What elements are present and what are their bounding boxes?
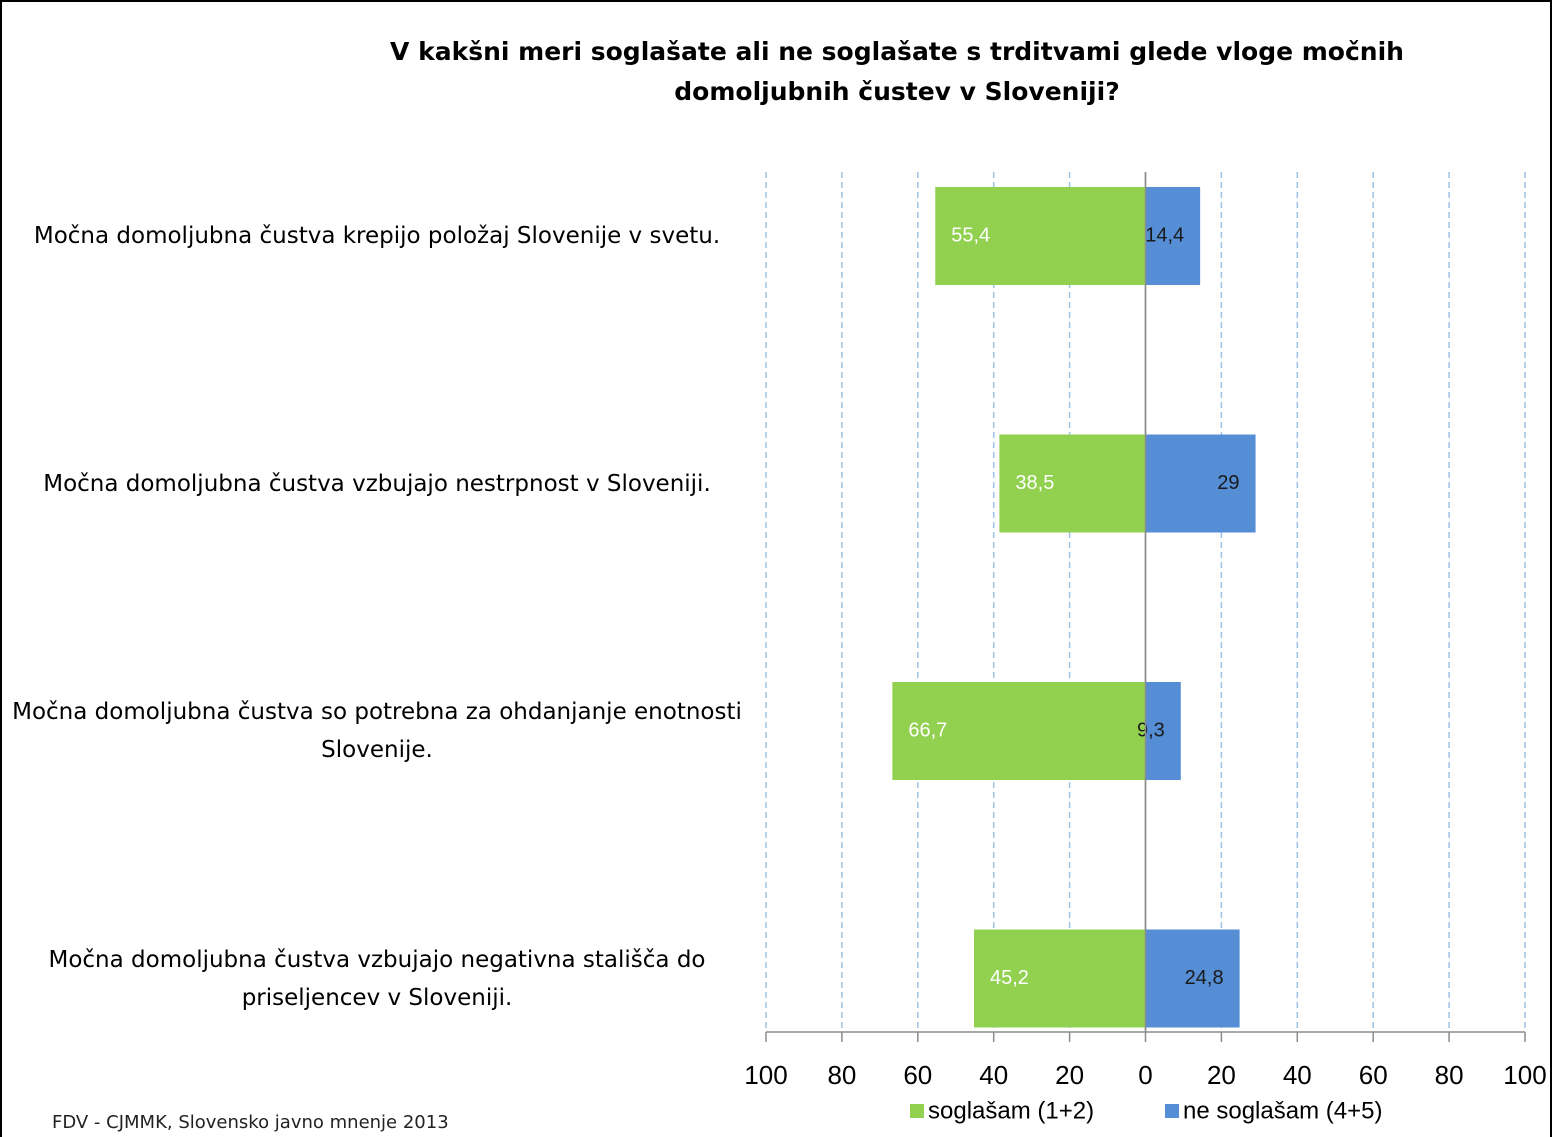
data-label: 66,7 <box>908 719 947 741</box>
category-label: Močna domoljubna čustva vzbujajo nestrpn… <box>43 470 711 497</box>
x-tick-label: 20 <box>1207 1060 1236 1090</box>
legend-label: ne soglašam (4+5) <box>1183 1097 1382 1124</box>
x-tick-label: 0 <box>1138 1060 1152 1090</box>
data-label: 55,4 <box>951 224 990 246</box>
x-tick-label: 20 <box>1055 1060 1084 1090</box>
source-note: FDV - CJMMK, Slovensko javno mnenje 2013 <box>52 1112 449 1133</box>
bar <box>1145 187 1201 285</box>
bar <box>935 187 1146 285</box>
x-tick-label: 80 <box>1435 1060 1464 1090</box>
bar <box>999 434 1146 533</box>
bar <box>1145 434 1256 533</box>
category-label: Močna domoljubna čustva so potrebna za o… <box>12 699 742 763</box>
data-label: 45,2 <box>990 967 1029 989</box>
x-tick-label: 60 <box>903 1060 932 1090</box>
bar <box>892 682 1146 780</box>
data-label: 24,8 <box>1185 967 1224 989</box>
x-tick-label: 40 <box>979 1060 1008 1090</box>
x-tick-label: 100 <box>1503 1060 1546 1090</box>
data-label: 38,5 <box>1015 472 1054 494</box>
legend-swatch <box>910 1104 924 1118</box>
chart-title: V kakšni meri soglašate ali ne soglašate… <box>390 37 1404 106</box>
bar <box>1145 929 1240 1028</box>
legend-swatch <box>1165 1104 1179 1118</box>
category-label: Močna domoljubna čustva vzbujajo negativ… <box>48 946 706 1011</box>
bar <box>1145 682 1181 780</box>
x-tick-label: 80 <box>827 1060 856 1090</box>
data-label: 14,4 <box>1145 224 1184 246</box>
x-tick-label: 100 <box>744 1060 787 1090</box>
data-label: 9,3 <box>1137 719 1165 741</box>
legend-label: soglašam (1+2) <box>928 1097 1094 1124</box>
category-label: Močna domoljubna čustva krepijo položaj … <box>33 223 721 249</box>
data-label: 29 <box>1217 472 1239 494</box>
bar <box>973 929 1146 1028</box>
x-tick-label: 40 <box>1283 1060 1312 1090</box>
x-tick-label: 60 <box>1359 1060 1388 1090</box>
